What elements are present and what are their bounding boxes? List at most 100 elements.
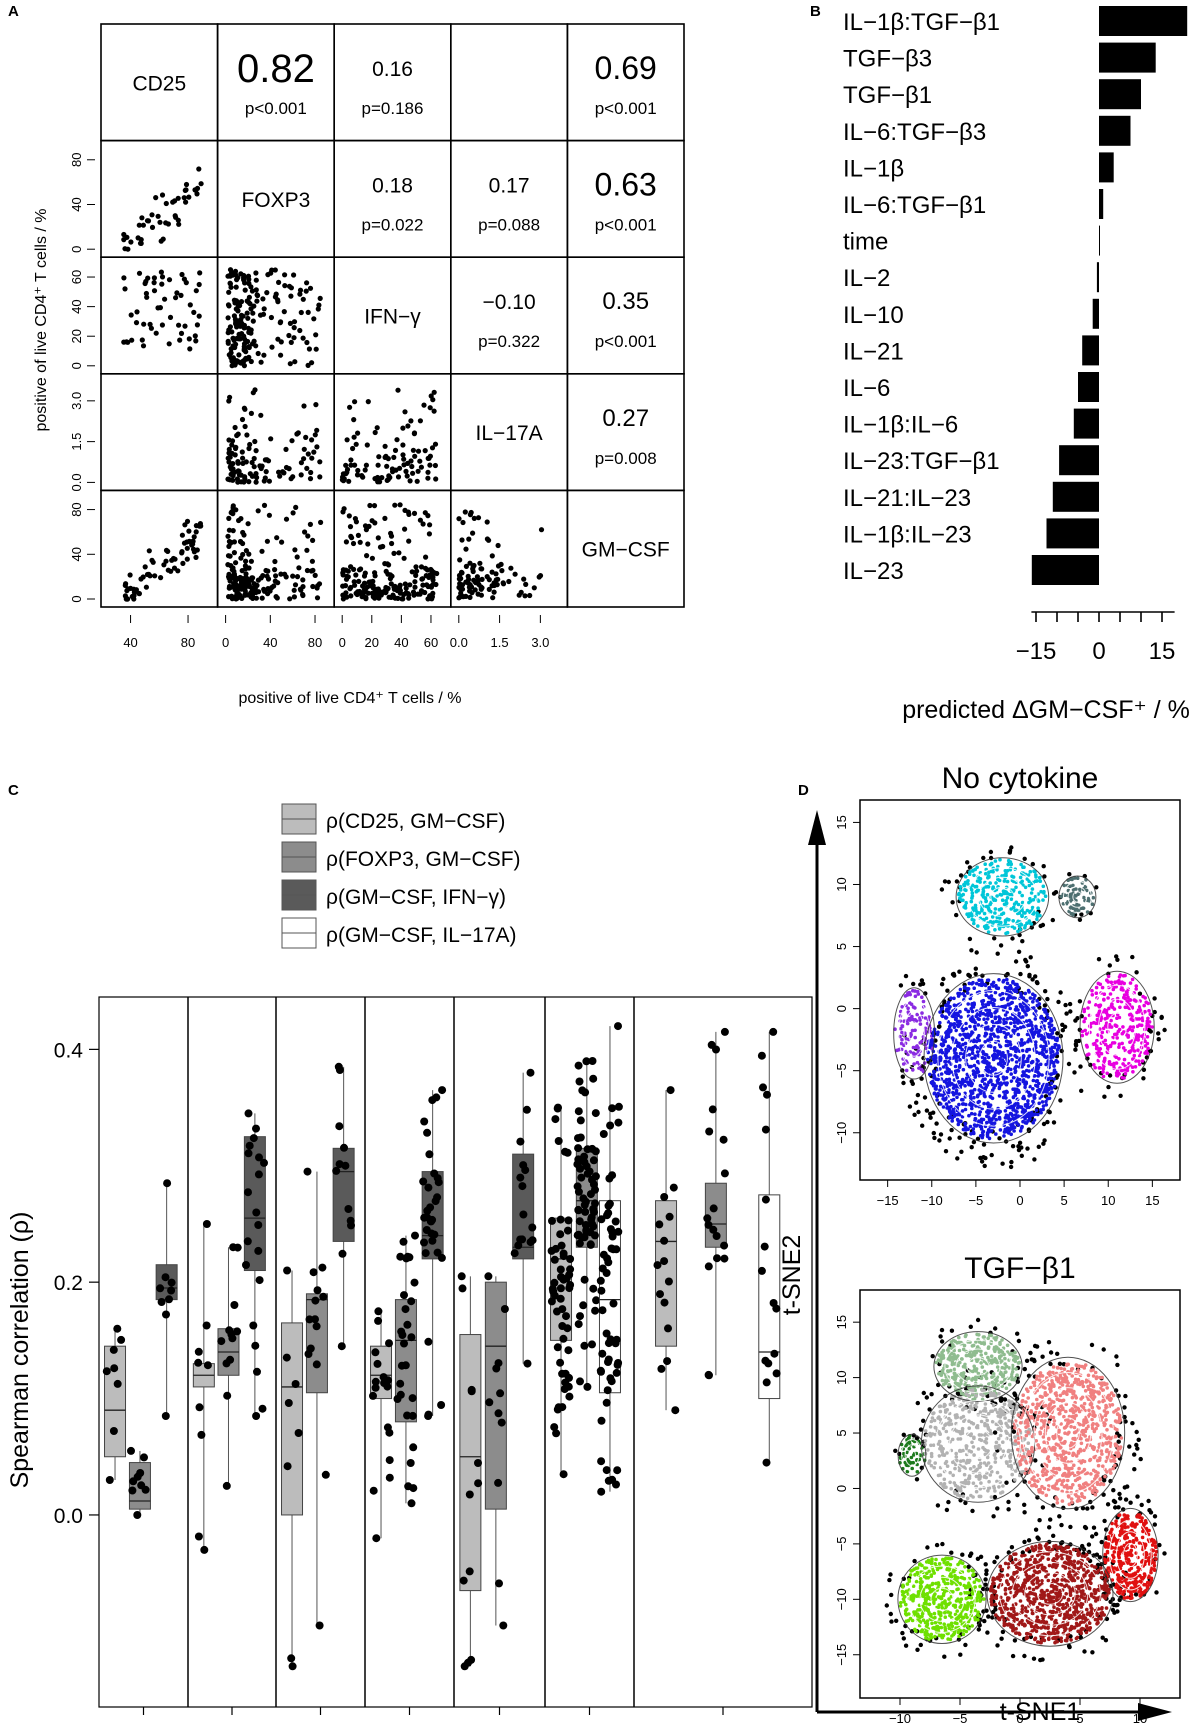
scatter-point	[343, 539, 349, 545]
tsne-point	[1118, 1496, 1123, 1501]
scatter-point	[253, 595, 259, 601]
scatter-point	[304, 280, 310, 286]
tsne-point	[967, 912, 971, 916]
tsne-point	[1011, 1107, 1016, 1111]
data-point	[117, 1335, 126, 1344]
tsne-point	[1026, 1064, 1031, 1068]
tsne-point	[909, 1033, 913, 1037]
tsne-point	[980, 907, 984, 912]
data-point	[575, 1239, 584, 1248]
scatter-point	[291, 587, 297, 593]
scatter-point	[232, 587, 238, 593]
scatter-point	[484, 574, 490, 580]
tsne-point	[1133, 1065, 1138, 1069]
tsne-point	[995, 1079, 1000, 1083]
tsne-point	[1029, 1093, 1033, 1097]
tsne-point	[968, 1324, 973, 1330]
tsne-point	[1082, 895, 1086, 900]
data-point	[587, 1213, 596, 1222]
data-point	[526, 1068, 535, 1077]
tsne-point	[1102, 1059, 1106, 1064]
tsne-point	[1128, 1500, 1133, 1505]
scatter-point	[400, 452, 406, 458]
data-point	[561, 1378, 570, 1387]
tsne-point	[984, 1020, 988, 1025]
tsne-point	[988, 881, 992, 885]
scatter-point	[361, 573, 368, 579]
tsne-point	[1113, 1505, 1118, 1510]
tsne-point	[963, 1382, 967, 1387]
scatter-point	[272, 558, 278, 565]
tsne-point	[1045, 1119, 1050, 1125]
tsne-point	[1036, 1089, 1041, 1094]
scatter-point	[228, 272, 234, 278]
tsne-point	[1152, 1522, 1158, 1527]
tsne-point	[1030, 861, 1036, 867]
tsne-point	[1132, 1467, 1137, 1472]
tsne-point	[910, 1014, 914, 1019]
tsne-point	[951, 1108, 955, 1113]
tsne-point	[1029, 1060, 1034, 1065]
scatter-point	[231, 550, 237, 556]
tsne-point	[1127, 1050, 1132, 1055]
y-axis-label: Spearman correlation (ρ)	[6, 1212, 34, 1489]
tsne-point	[919, 1076, 924, 1081]
scatter-point	[283, 446, 289, 452]
tsne-point	[1036, 1074, 1040, 1078]
scatter-point	[264, 538, 270, 544]
tsne-point	[1136, 1033, 1141, 1037]
scatter-point	[382, 443, 388, 449]
scatter-point	[491, 589, 497, 595]
data-point	[396, 1379, 405, 1388]
tsne-point	[1009, 1126, 1013, 1131]
tsne-point	[937, 1138, 942, 1143]
tsne-point	[1103, 1042, 1108, 1047]
data-point	[372, 1534, 381, 1543]
scatter-point	[289, 438, 295, 444]
tsne-point	[1018, 971, 1023, 977]
y-tick-label: 0	[834, 1485, 849, 1492]
scatter-point	[467, 588, 473, 594]
tsne-point	[938, 1334, 943, 1339]
y-tick-label: 0.0	[54, 1505, 83, 1528]
scatter-point	[191, 534, 197, 540]
scatter-point	[225, 302, 232, 308]
tsne-point	[903, 973, 909, 979]
tsne-point	[1003, 1128, 1007, 1132]
data-point	[233, 1243, 242, 1252]
scatter-point	[316, 302, 322, 308]
legend-label: ρ(GM−CSF, IL−17A)	[326, 924, 517, 947]
effect-bar	[1099, 189, 1104, 219]
tsne-point	[1025, 964, 1031, 969]
data-point	[427, 1229, 436, 1238]
data-point	[428, 1236, 437, 1245]
data-point	[559, 1249, 568, 1258]
tsne-point	[1005, 896, 1010, 900]
data-point	[312, 1322, 321, 1331]
scatter-point	[231, 356, 237, 363]
tsne-point	[958, 1652, 963, 1657]
tsne-point	[953, 1113, 957, 1117]
tsne-point	[941, 1348, 946, 1353]
data-point	[335, 1122, 344, 1131]
scatter-point	[234, 432, 240, 439]
scatter-point	[265, 576, 272, 582]
y-tick-label: −10	[834, 1122, 849, 1144]
tsne-point	[1029, 1022, 1033, 1027]
tsne-point	[974, 950, 979, 955]
tsne-point	[977, 1074, 982, 1078]
tsne-point	[889, 1619, 894, 1624]
tsne-point	[1024, 1068, 1029, 1073]
scatter-point	[527, 592, 533, 599]
tsne-point	[986, 978, 991, 982]
data-point	[761, 1125, 770, 1134]
scatter-point	[495, 576, 501, 582]
scatter-point	[462, 509, 468, 515]
scatter-point	[409, 569, 415, 575]
tsne-point	[1035, 1079, 1040, 1083]
scatter-point	[364, 442, 370, 448]
data-point	[244, 1109, 253, 1118]
scatter-point	[343, 567, 349, 573]
tsne-point	[965, 1376, 969, 1381]
data-point	[514, 1241, 523, 1250]
